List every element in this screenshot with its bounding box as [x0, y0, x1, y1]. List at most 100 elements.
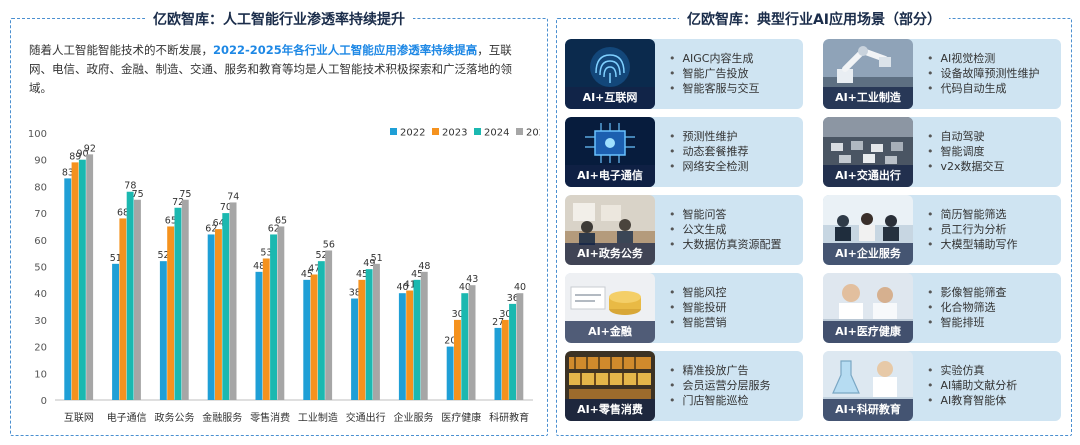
x-tick-label: 零售消费 — [250, 411, 290, 424]
scenario-card-label: AI+医疗健康 — [823, 321, 913, 343]
scenario-item-list: 实验仿真AI辅助文献分析AI教育智能体 — [927, 363, 1018, 408]
data-label: 20 — [444, 336, 456, 347]
scenario-item: 设备故障预测性维护 — [927, 66, 1040, 81]
x-tick-label: 科研教育 — [489, 411, 529, 424]
scenario-card-label: AI+企业服务 — [823, 243, 913, 265]
data-label: 53 — [260, 247, 272, 258]
y-tick-label: 40 — [34, 289, 47, 300]
scenario-item: 智能风控 — [669, 285, 727, 300]
data-label: 27 — [492, 317, 504, 328]
bar-2022 — [207, 234, 215, 400]
bar-2025 — [468, 285, 476, 400]
scenario-item: 大模型辅助写作 — [927, 237, 1018, 252]
bar-2025 — [373, 263, 380, 400]
robot-arm-icon: AI+工业制造 — [823, 39, 913, 109]
data-label: 40 — [514, 282, 526, 293]
bar-2025 — [277, 226, 285, 400]
bar-2023 — [262, 258, 270, 400]
bar-2022 — [351, 298, 358, 400]
meeting-icon: AI+企业服务 — [823, 195, 913, 265]
shelf-icon: AI+零售消费 — [565, 351, 655, 421]
data-label: 78 — [124, 181, 136, 192]
x-tick-label: 金融服务 — [202, 411, 242, 424]
scenario-item: 智能营销 — [669, 315, 727, 330]
data-label: 92 — [84, 143, 96, 154]
scenario-item-list: AI视觉检测设备故障预测性维护代码自动生成 — [927, 51, 1040, 96]
bar-2023 — [358, 279, 366, 400]
scenario-item: AI辅助文献分析 — [927, 378, 1018, 393]
data-label: 38 — [349, 288, 361, 299]
bar-2023 — [119, 218, 127, 400]
scenario-item-list: AIGC内容生成智能广告投放智能客服与交互 — [669, 51, 760, 96]
data-label: 30 — [499, 309, 511, 320]
bar-2022 — [112, 263, 119, 400]
data-label: 51 — [371, 253, 383, 264]
legend-label: 2025 — [526, 128, 540, 139]
data-label: 43 — [466, 274, 478, 285]
scenario-item: 自动驾驶 — [927, 129, 1005, 144]
bar-2023 — [310, 274, 318, 400]
bar-2022 — [255, 271, 263, 400]
doctor-icon: AI+医疗健康 — [823, 273, 913, 343]
bar-2022 — [446, 346, 454, 400]
x-tick-label: 医疗健康 — [441, 411, 481, 424]
scenario-item: 公文生成 — [669, 222, 782, 237]
scenario-card: AI+交通出行自动驾驶智能调度v2x数据交互 — [823, 117, 1061, 187]
bar-2022 — [303, 279, 311, 400]
scenario-card-label: AI+互联网 — [565, 87, 655, 109]
intro-text: 随着人工智能智能技术的不断发展，2022-2025年各行业人工智能应用渗透率持续… — [29, 41, 534, 98]
legend-swatch-2022 — [390, 128, 397, 135]
bar-2024 — [78, 159, 86, 400]
bar-2024 — [461, 293, 469, 400]
legend-swatch-2024 — [474, 128, 481, 135]
data-label: 48 — [253, 261, 265, 272]
bar-2024 — [365, 269, 373, 400]
scenario-item: 智能排班 — [927, 315, 1007, 330]
y-tick-label: 10 — [34, 369, 47, 380]
scenario-card: AI+政务公务智能问答公文生成大数据仿真资源配置 — [565, 195, 803, 265]
scenario-item: 代码自动生成 — [927, 81, 1040, 96]
scenario-item: 化合物筛选 — [927, 300, 1007, 315]
coins-icon: AI+金融 — [565, 273, 655, 343]
legend-label: 2022 — [400, 128, 425, 139]
intro-suffix: ，互联网、电信、政府、金融、制造、交通、服务和教育等均是人工智能技术积极探索和广… — [29, 43, 512, 95]
scenario-card-label: AI+零售消费 — [565, 399, 655, 421]
bar-2023 — [167, 226, 175, 400]
scenario-card-label: AI+工业制造 — [823, 87, 913, 109]
scenario-item: 实验仿真 — [927, 363, 1017, 378]
data-label: 40 — [459, 282, 471, 293]
scenario-card: AI+金融智能风控智能投研智能营销 — [565, 273, 803, 343]
right-panel-title: 亿欧智库：典型行业AI应用场景（部分） — [678, 9, 950, 29]
scenario-item: 会员运营分层服务 — [669, 378, 771, 393]
chip-icon: AI+电子通信 — [565, 117, 655, 187]
scenario-item: 智能广告投放 — [669, 66, 760, 81]
office-icon: AI+政务公务 — [565, 195, 655, 265]
y-tick-label: 50 — [34, 263, 47, 274]
scenario-item: 员工行为分析 — [927, 222, 1018, 237]
intro-highlight: 2022-2025年各行业人工智能应用渗透率持续提高 — [213, 43, 478, 57]
scenario-item: 门店智能巡检 — [669, 393, 771, 408]
scenarios-panel: 亿欧智库：典型行业AI应用场景（部分） AI+互联网 AIGC内容生成智能广告投放… — [556, 9, 1072, 436]
y-tick-label: 70 — [34, 209, 47, 220]
y-tick-label: 100 — [28, 129, 47, 140]
data-label: 40 — [397, 282, 409, 293]
bar-2025 — [325, 250, 333, 400]
scenario-item: 动态套餐推荐 — [669, 144, 749, 159]
bar-2023 — [501, 319, 509, 400]
scenario-card: AI+电子通信预测性维护动态套餐推荐网络安全检测 — [565, 117, 803, 187]
penetration-bar-chart: 0102030405060708090100互联网83899092电子通信516… — [28, 128, 540, 425]
data-label: 90 — [77, 149, 89, 160]
scenario-item: 网络安全检测 — [669, 159, 749, 174]
legend-swatch-2025 — [516, 128, 523, 135]
bar-2023 — [71, 162, 79, 400]
data-label: 72 — [172, 197, 184, 208]
scenario-item: 大数据仿真资源配置 — [669, 237, 782, 252]
scenario-item: AI视觉检测 — [927, 51, 1040, 66]
bar-2025 — [181, 199, 189, 400]
scenario-card: AI+医疗健康影像智能筛查化合物筛选智能排班 — [823, 273, 1061, 343]
data-label: 65 — [275, 215, 287, 226]
data-label: 68 — [117, 207, 129, 218]
intro-prefix: 随着人工智能智能技术的不断发展， — [29, 43, 213, 57]
scenario-item-list: 精准投放广告会员运营分层服务门店智能巡检 — [669, 363, 771, 408]
scenario-card: AI+科研教育实验仿真AI辅助文献分析AI教育智能体 — [823, 351, 1061, 421]
